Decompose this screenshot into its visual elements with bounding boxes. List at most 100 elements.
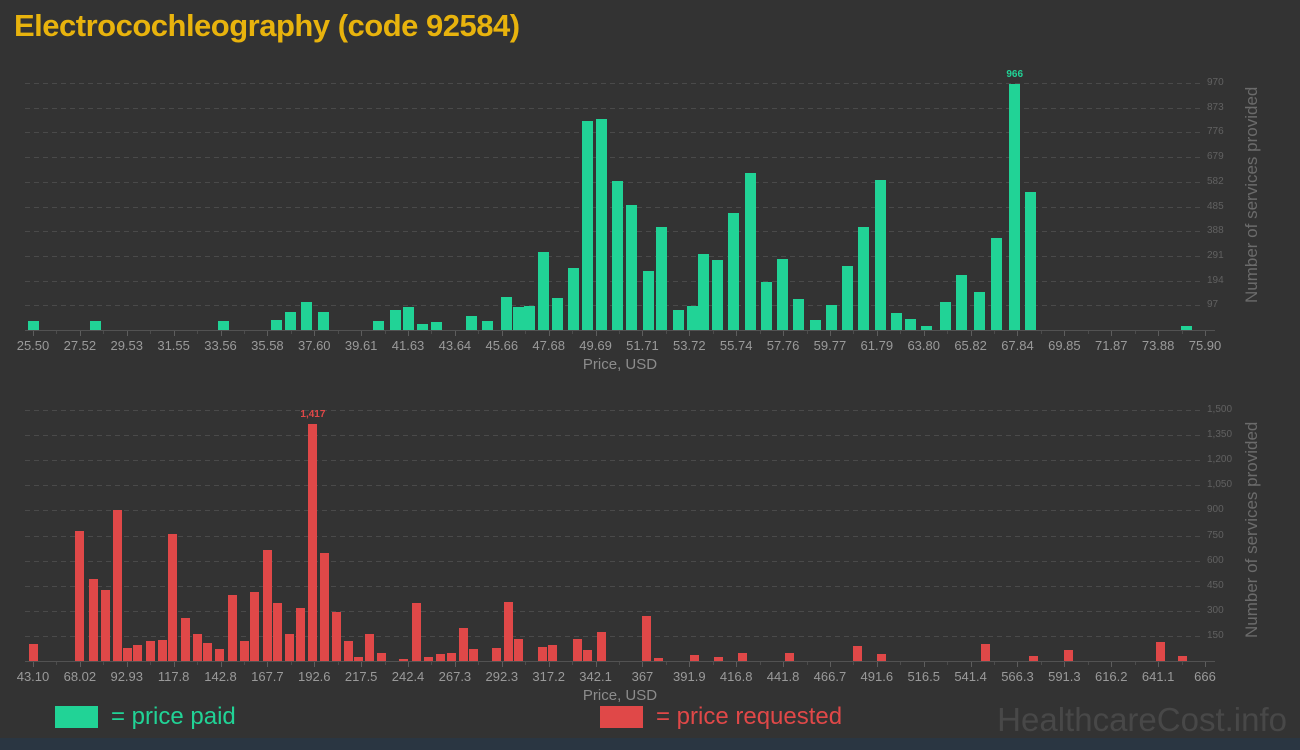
x-tick [501, 331, 503, 336]
bar [853, 645, 863, 661]
x-minor-tick [525, 331, 527, 334]
x-tick-label: 37.60 [297, 338, 331, 353]
bar [331, 611, 341, 661]
x-minor-tick [478, 331, 480, 334]
bar [689, 654, 699, 661]
gridline [25, 460, 1203, 462]
gridline [25, 635, 1203, 637]
x-tick [923, 331, 925, 336]
bar [551, 298, 563, 330]
bar [112, 509, 122, 661]
bar [568, 267, 580, 330]
gridline [25, 560, 1203, 562]
x-tick-label: 43.64 [438, 338, 472, 353]
legend-requested-label: = price requested [656, 703, 843, 730]
bar [373, 321, 385, 330]
peak-value-label: 966 [1006, 69, 1024, 81]
y-tick-label: 450 [1207, 579, 1224, 591]
x-minor-tick [197, 331, 199, 334]
x-tick [595, 331, 597, 336]
x-minor-tick [150, 331, 152, 334]
y-tick-label: 750 [1207, 529, 1224, 541]
x-tick-label: 491.6 [860, 669, 894, 684]
bar [572, 639, 582, 661]
x-tick-label: 27.52 [63, 338, 97, 353]
x-minor-tick [853, 331, 855, 334]
bar [514, 639, 524, 661]
x-minor-tick [103, 331, 105, 334]
x-tick-label: 65.82 [954, 338, 987, 353]
bar [319, 553, 329, 661]
bar [596, 118, 608, 330]
x-tick [33, 331, 34, 336]
bar [714, 656, 724, 661]
bar [308, 423, 318, 661]
gridline [25, 585, 1203, 587]
x-minor-tick [665, 331, 667, 334]
x-tick [79, 662, 81, 667]
x-minor-tick [1134, 662, 1136, 665]
watermark: HealthcareCost.info [997, 701, 1287, 738]
x-tick [220, 662, 222, 667]
bar [343, 640, 353, 661]
x-tick-label: 142.8 [204, 669, 237, 684]
y-tick-label: 150 [1207, 629, 1224, 641]
x-minor-tick [197, 662, 199, 665]
bar [271, 319, 283, 330]
x-tick-label: 41.63 [391, 338, 425, 353]
x-tick [1017, 331, 1019, 336]
x-minor-tick [619, 662, 620, 665]
y-tick-label: 582 [1207, 175, 1224, 187]
y-tick-label: 600 [1207, 554, 1224, 566]
x-tick-label: 45.66 [485, 338, 519, 353]
x-tick [126, 331, 128, 336]
gridline [25, 485, 1203, 487]
bar [512, 307, 524, 330]
x-tick-label: 167.7 [251, 669, 284, 684]
x-minor-tick [337, 662, 339, 665]
gridline [25, 305, 1203, 307]
bar [582, 121, 594, 330]
bar [626, 205, 638, 330]
bar [842, 266, 854, 330]
gridline [25, 410, 1203, 411]
bar [974, 291, 986, 330]
gridline [25, 510, 1203, 512]
x-minor-tick [1181, 331, 1183, 334]
y-tick-label: 679 [1207, 151, 1224, 163]
bar [250, 591, 260, 661]
x-tick [314, 331, 316, 336]
x-minor-tick [1087, 662, 1089, 665]
bar [492, 647, 502, 661]
bar [227, 594, 237, 661]
x-tick [79, 331, 81, 336]
bar [417, 323, 429, 330]
x-tick [361, 662, 363, 667]
x-tick [1064, 662, 1066, 667]
gridline [25, 435, 1203, 437]
x-tick [783, 331, 785, 336]
y-tick-label: 776 [1207, 126, 1224, 138]
x-minor-tick [712, 331, 714, 334]
bar [990, 238, 1002, 330]
bar [168, 533, 178, 661]
y-tick-label: 1,350 [1207, 429, 1233, 441]
x-tick-label: 63.80 [907, 338, 940, 353]
x-tick-label: 29.53 [110, 338, 144, 353]
x-tick-label: 53.72 [673, 338, 706, 353]
bar [583, 649, 593, 661]
bar [596, 631, 606, 661]
x-tick [1158, 331, 1160, 336]
bar [890, 313, 902, 330]
x-tick [454, 662, 456, 667]
x-minor-tick [619, 331, 620, 334]
x-tick [1205, 331, 1206, 336]
y-tick-label: 1,500 [1207, 404, 1233, 415]
bar [431, 322, 443, 330]
bar [412, 602, 422, 661]
bar [28, 644, 38, 661]
x-tick-label: 33.56 [204, 338, 237, 353]
bar [904, 318, 916, 330]
bar [980, 644, 990, 661]
